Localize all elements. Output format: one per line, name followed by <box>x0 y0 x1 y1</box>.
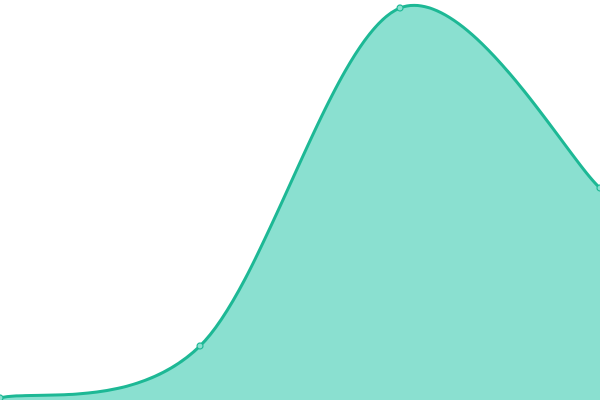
data-point-1 <box>196 342 204 350</box>
data-markers <box>0 4 600 400</box>
data-point-0 <box>0 394 4 400</box>
data-point-3 <box>596 184 600 192</box>
area-fill <box>0 5 600 400</box>
data-point-2 <box>396 4 404 12</box>
series-line <box>0 3 600 400</box>
